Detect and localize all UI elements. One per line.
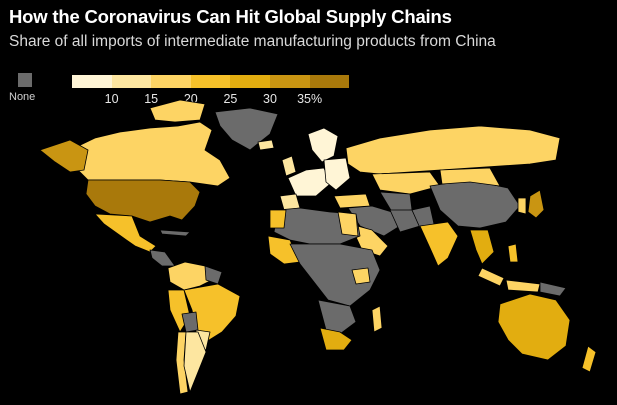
mexico	[94, 213, 157, 253]
legend-none-label: None	[9, 91, 36, 103]
iceland	[257, 139, 275, 151]
eastern-europe	[323, 157, 351, 191]
legend-color-ramp	[72, 75, 350, 88]
australia	[497, 293, 571, 361]
indonesia-west	[477, 267, 505, 287]
southeast-asia	[469, 229, 495, 265]
argentina	[183, 331, 207, 393]
indonesia-east	[505, 279, 541, 293]
legend-swatch	[309, 75, 350, 88]
kenya	[351, 267, 371, 285]
new-zealand	[581, 345, 597, 373]
southern-africa	[317, 299, 357, 335]
legend-swatch	[111, 75, 152, 88]
legend-none-swatch	[18, 73, 32, 87]
north-africa	[273, 207, 361, 245]
legend-tick-label: 15	[144, 92, 159, 106]
legend-swatch	[151, 75, 191, 88]
legend-swatch	[269, 75, 310, 88]
central-america	[149, 249, 176, 267]
philippines	[507, 243, 519, 263]
canada	[69, 121, 231, 187]
legend-tick-label: 10	[104, 92, 119, 106]
central-africa	[289, 243, 381, 307]
scandinavia	[307, 127, 339, 163]
uk	[281, 155, 297, 177]
iberia	[279, 193, 301, 211]
central-asia	[379, 191, 413, 213]
south-africa	[319, 327, 353, 351]
cuba	[159, 229, 191, 237]
canadian-arctic	[149, 99, 206, 123]
legend-swatch	[72, 75, 112, 88]
legend-tick-label: 25	[223, 92, 238, 106]
madagascar	[371, 305, 383, 333]
china	[429, 179, 521, 229]
united-states	[85, 179, 201, 223]
papua-new-guinea	[539, 281, 567, 297]
korea	[517, 197, 527, 215]
chart-title: How the Coronavirus Can Hit Global Suppl…	[9, 6, 452, 27]
chart-subtitle: Share of all imports of intermediate man…	[9, 33, 496, 50]
russia	[345, 125, 561, 175]
egypt	[337, 211, 359, 237]
alaska	[39, 139, 89, 173]
legend-tick-label: 35%	[297, 92, 323, 106]
legend-tick-label: 30	[263, 92, 277, 106]
morocco	[269, 209, 287, 229]
kazakhstan	[371, 171, 441, 195]
bolivia	[181, 311, 199, 333]
japan	[527, 189, 545, 219]
india	[419, 221, 459, 267]
west-africa	[267, 235, 301, 265]
colombia-venezuela	[167, 261, 217, 291]
legend-swatch	[230, 75, 270, 88]
mongolia	[439, 167, 501, 187]
legend-swatch	[190, 75, 231, 88]
turkey	[333, 193, 371, 209]
